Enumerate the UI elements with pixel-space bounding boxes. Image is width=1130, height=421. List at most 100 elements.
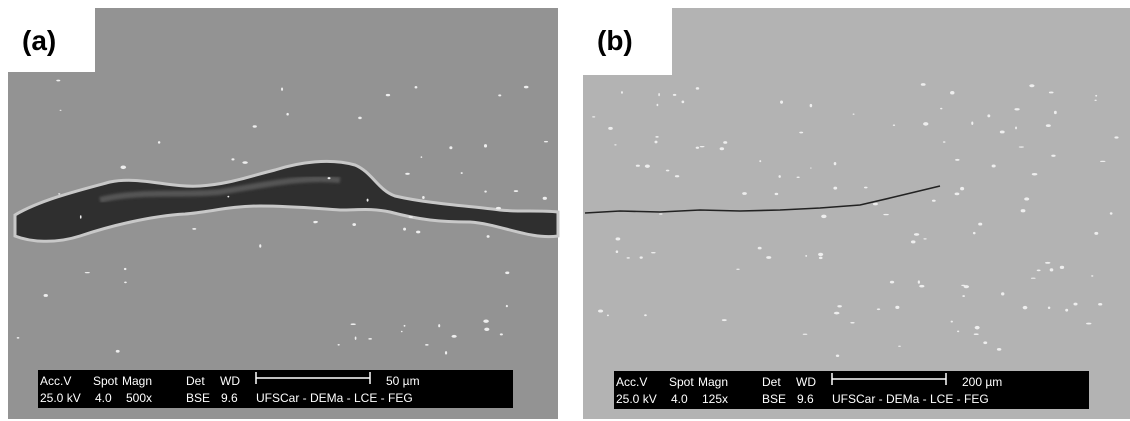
speck xyxy=(422,196,425,199)
speck xyxy=(1024,197,1029,200)
speck xyxy=(607,314,609,316)
speck xyxy=(421,156,423,158)
speck xyxy=(1051,155,1055,157)
speck xyxy=(803,334,808,335)
speck xyxy=(973,232,976,234)
speck xyxy=(682,100,685,103)
speck xyxy=(1048,306,1050,309)
speck xyxy=(853,113,855,114)
speck xyxy=(17,337,20,339)
speck xyxy=(775,193,779,195)
speck xyxy=(253,125,257,127)
speck xyxy=(1045,262,1051,264)
speck xyxy=(955,192,960,195)
speck xyxy=(1054,111,1057,114)
info-header: Det xyxy=(762,375,781,389)
speck xyxy=(919,285,924,288)
speck xyxy=(960,187,964,191)
speck xyxy=(877,308,880,310)
speck xyxy=(810,167,812,168)
speck xyxy=(544,141,548,143)
speck xyxy=(1091,275,1093,276)
speck xyxy=(833,187,837,190)
speck xyxy=(621,91,623,94)
speck xyxy=(524,86,529,89)
speck xyxy=(962,295,965,297)
info-header: Magn xyxy=(698,375,728,389)
speck xyxy=(971,122,973,125)
speck xyxy=(1065,309,1068,312)
speck xyxy=(1029,84,1034,87)
speck xyxy=(1037,269,1041,271)
info-header: Acc.V xyxy=(616,375,647,389)
speck xyxy=(543,197,547,200)
speck xyxy=(1114,136,1118,138)
speck xyxy=(673,94,677,96)
speck xyxy=(1001,292,1004,295)
panel-label: (a) xyxy=(22,25,56,56)
speck xyxy=(696,147,699,149)
speck xyxy=(818,253,823,256)
speck xyxy=(1050,268,1054,271)
speck xyxy=(950,91,954,95)
speck xyxy=(1049,91,1054,93)
info-value: 4.0 xyxy=(95,391,112,405)
speck xyxy=(1046,124,1051,127)
info-lab: UFSCar - DEMa - LCE - FEG xyxy=(256,391,413,405)
speck xyxy=(608,127,613,130)
speck xyxy=(659,213,663,214)
speck xyxy=(1110,212,1113,214)
speck xyxy=(895,306,899,309)
speck xyxy=(951,321,953,323)
speck xyxy=(121,165,127,169)
speck xyxy=(978,223,982,226)
speck xyxy=(675,175,679,177)
speck xyxy=(918,280,920,283)
info-lab: UFSCar - DEMa - LCE - FEG xyxy=(832,392,989,406)
speck xyxy=(1086,323,1091,325)
speck xyxy=(893,124,895,125)
speck xyxy=(358,117,362,120)
speck xyxy=(498,94,501,96)
speck xyxy=(742,192,747,195)
speck xyxy=(614,144,616,145)
speck xyxy=(416,231,420,234)
speck xyxy=(983,341,987,344)
speck xyxy=(445,351,447,354)
speck xyxy=(805,255,807,257)
speck xyxy=(352,223,356,226)
speck xyxy=(778,175,780,178)
speck xyxy=(975,326,980,330)
speck xyxy=(923,122,928,126)
speck xyxy=(961,285,965,286)
speck xyxy=(700,146,705,147)
speck xyxy=(500,333,503,335)
info-header: WD xyxy=(796,375,816,389)
speck xyxy=(438,324,440,327)
speck xyxy=(116,350,120,353)
speck xyxy=(1094,100,1096,101)
speck xyxy=(810,104,813,107)
speck xyxy=(286,113,288,116)
speck xyxy=(227,196,229,198)
speck xyxy=(799,132,803,134)
speck xyxy=(514,190,518,192)
info-value: 25.0 kV xyxy=(616,392,657,406)
speck xyxy=(505,271,509,274)
speck xyxy=(328,177,331,179)
speck xyxy=(821,215,826,219)
speck xyxy=(351,323,356,325)
speck xyxy=(921,83,926,86)
speck xyxy=(834,162,837,165)
speck xyxy=(616,250,618,253)
speck xyxy=(1060,266,1064,269)
speck xyxy=(158,141,160,144)
speck xyxy=(974,333,979,335)
info-header: Magn xyxy=(122,374,152,388)
speck xyxy=(451,335,456,338)
info-header: Acc.V xyxy=(40,374,71,388)
info-value: 4.0 xyxy=(671,392,688,406)
speck xyxy=(898,346,901,347)
speck xyxy=(666,170,670,172)
speck xyxy=(425,344,429,346)
